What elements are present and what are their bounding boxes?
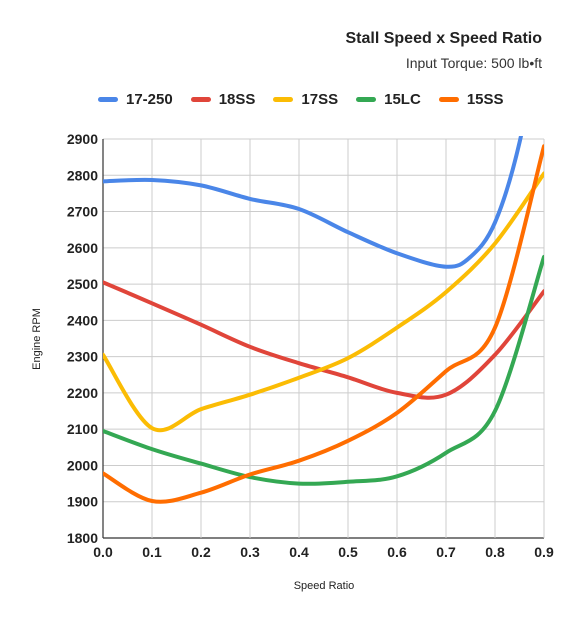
y-tick-label: 2600 <box>67 240 98 256</box>
x-axis-title: Speed Ratio <box>294 580 355 592</box>
legend-label-15ss: 15SS <box>466 91 504 108</box>
x-tick-label: 0.1 <box>142 544 162 560</box>
legend-label-17ss: 17SS <box>301 91 339 108</box>
x-tick-label: 0.7 <box>436 544 456 560</box>
y-tick-label: 2200 <box>67 385 98 401</box>
y-tick-label: 2300 <box>67 349 98 365</box>
y-tick-label: 2900 <box>67 131 98 147</box>
chart-title: Stall Speed x Speed Ratio <box>345 30 543 47</box>
legend-item-15ss[interactable]: 15SS <box>438 91 504 108</box>
legend-label-18ss: 18SS <box>218 91 256 108</box>
series-line-17ss <box>103 171 544 433</box>
legend-label-15lc: 15LC <box>384 91 421 108</box>
legend-item-17-250[interactable]: 17-250 <box>98 91 173 108</box>
x-tick-label: 0.3 <box>240 544 260 560</box>
x-tick-label: 0.2 <box>191 544 211 560</box>
legend-item-17ss[interactable]: 17SS <box>273 91 338 108</box>
chart-subtitle: Input Torque: 500 lb•ft <box>405 55 542 71</box>
legend-swatch-15lc <box>356 97 377 102</box>
legend-swatch-18ss <box>190 97 211 102</box>
y-tick-label: 2500 <box>67 276 98 292</box>
legend-label-17-250: 17-250 <box>126 91 173 108</box>
legend-item-18ss[interactable]: 18SS <box>190 91 256 108</box>
y-tick-label: 2000 <box>67 457 98 473</box>
x-tick-label: 0.4 <box>289 544 309 560</box>
legend-item-15lc[interactable]: 15LC <box>356 91 421 108</box>
legend-swatch-15ss <box>438 97 459 102</box>
series-line-15ss <box>103 144 544 504</box>
series-line-18ss <box>103 280 544 400</box>
series-line-15lc <box>103 254 544 486</box>
x-tick-label: 0.9 <box>534 544 554 560</box>
tick-labels: 1800 1900 2000 2100 2200 2300 2400 2500 2600 2700… <box>67 131 554 560</box>
grid-lines <box>102 138 545 539</box>
y-tick-label: 2100 <box>67 421 98 437</box>
y-tick-label: 1900 <box>67 494 98 510</box>
chart-legend: 17-250 18SS 17SS 15LC 15SS <box>98 91 522 108</box>
y-axis-title: Engine RPM <box>31 308 43 370</box>
y-tick-label: 2800 <box>67 167 98 183</box>
x-tick-label: 0.0 <box>93 544 113 560</box>
series-lines <box>103 136 544 504</box>
x-tick-label: 0.5 <box>338 544 358 560</box>
x-tick-label: 0.6 <box>387 544 407 560</box>
y-tick-label: 2400 <box>67 312 98 328</box>
legend-swatch-17ss <box>273 97 294 102</box>
series-line-17-250 <box>103 136 524 269</box>
y-tick-label: 2700 <box>67 204 98 220</box>
x-tick-label: 0.8 <box>485 544 505 560</box>
legend-swatch-17-250 <box>98 97 118 102</box>
y-tick-label: 1800 <box>67 530 98 546</box>
